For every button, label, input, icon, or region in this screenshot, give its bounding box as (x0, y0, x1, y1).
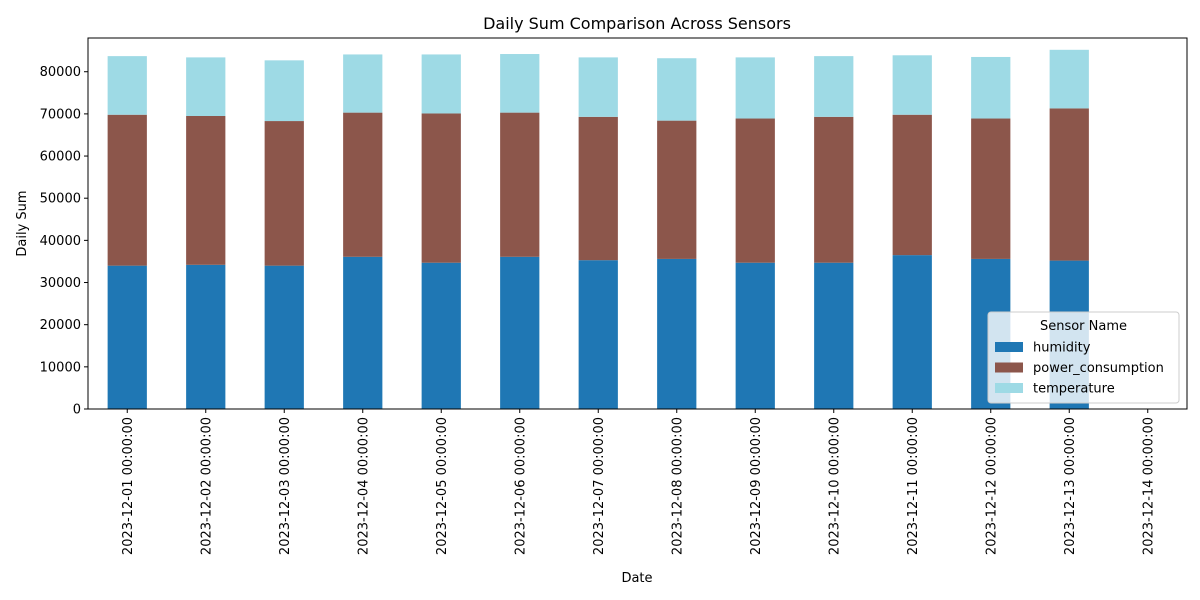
x-axis-label: Date (621, 571, 652, 586)
legend-swatch-power_consumption (995, 362, 1023, 373)
bars-group (107, 49, 1089, 409)
bar-humidity-2 (264, 265, 304, 409)
bar-power_consumption-5 (500, 112, 540, 257)
legend-label-humidity: humidity (1033, 341, 1091, 356)
bar-humidity-9 (814, 262, 854, 409)
y-tick-label: 0 (73, 403, 81, 418)
bar-temperature-3 (343, 54, 383, 113)
legend-label-temperature: temperature (1033, 382, 1115, 397)
bar-humidity-6 (578, 260, 618, 409)
bar-temperature-0 (107, 56, 147, 115)
bar-power_consumption-10 (892, 114, 932, 256)
x-axis: 2023-12-01 00:00:00 2023-12-02 00:00:00 20… (121, 409, 1156, 555)
x-tick-label: 2023-12-10 00:00:00 (827, 417, 842, 555)
legend-label-power_consumption: power_consumption (1033, 361, 1164, 376)
bar-power_consumption-11 (971, 118, 1011, 259)
y-tick-label: 50000 (40, 192, 81, 207)
x-tick-label: 2023-12-02 00:00:00 (199, 417, 214, 555)
y-tick-label: 20000 (40, 318, 81, 333)
x-tick-label: 2023-12-14 00:00:00 (1141, 417, 1156, 555)
legend-box (987, 311, 1180, 404)
x-tick-label: 2023-12-11 00:00:00 (906, 417, 921, 555)
bar-humidity-4 (421, 262, 461, 409)
bar-power_consumption-12 (1049, 108, 1089, 261)
bar-temperature-9 (814, 56, 854, 117)
bar-power_consumption-9 (814, 116, 854, 263)
y-tick-label: 70000 (40, 107, 81, 122)
x-tick-label: 2023-12-09 00:00:00 (749, 417, 764, 555)
bar-temperature-6 (578, 57, 618, 117)
legend-swatch-temperature (995, 383, 1023, 393)
bar-power_consumption-2 (264, 121, 304, 266)
plot-frame (87, 37, 1188, 410)
bar-humidity-7 (657, 258, 697, 409)
y-tick-label: 40000 (40, 234, 81, 249)
bar-temperature-8 (735, 57, 775, 119)
bar-humidity-3 (343, 256, 383, 409)
bar-humidity-5 (500, 256, 540, 409)
y-tick-label: 10000 (40, 360, 81, 375)
x-tick-label: 2023-12-08 00:00:00 (670, 417, 685, 555)
chart-title: Daily Sum Comparison Across Sensors (483, 14, 791, 33)
bar-power_consumption-4 (421, 113, 461, 263)
x-tick-label: 2023-12-07 00:00:00 (592, 417, 607, 555)
bar-humidity-1 (186, 264, 226, 409)
y-axis: 0 10000 20000 30000 40000 50000 60000 70000 8000… (40, 65, 88, 418)
y-tick-label: 60000 (40, 150, 81, 165)
bar-temperature-11 (971, 56, 1011, 119)
bar-temperature-5 (500, 54, 540, 113)
x-tick-label: 2023-12-01 00:00:00 (121, 417, 136, 555)
bar-power_consumption-6 (578, 116, 618, 261)
bar-temperature-4 (421, 54, 461, 114)
legend-title: Sensor Name (1040, 319, 1127, 334)
bar-power_consumption-3 (343, 112, 383, 257)
x-tick-label: 2023-12-03 00:00:00 (278, 417, 293, 555)
bar-temperature-1 (186, 57, 226, 116)
y-tick-label: 30000 (40, 276, 81, 291)
bar-humidity-10 (892, 255, 932, 409)
x-tick-label: 2023-12-12 00:00:00 (984, 417, 999, 555)
legend: Sensor Name humidity power_consumptiontem… (987, 311, 1180, 404)
y-axis-label: Daily Sum (15, 190, 30, 256)
x-tick-label: 2023-12-05 00:00:00 (435, 417, 450, 555)
legend-swatch-humidity (995, 342, 1023, 352)
x-tick-label: 2023-12-04 00:00:00 (356, 417, 371, 555)
bar-temperature-7 (657, 58, 697, 121)
bar-temperature-10 (892, 55, 932, 115)
x-tick-label: 2023-12-06 00:00:00 (513, 417, 528, 555)
bar-humidity-0 (107, 265, 147, 409)
bar-power_consumption-0 (107, 114, 147, 266)
y-tick-label: 80000 (40, 65, 81, 80)
bar-temperature-12 (1049, 49, 1089, 109)
x-tick-label: 2023-12-13 00:00:00 (1063, 417, 1078, 555)
bar-power_consumption-8 (735, 118, 775, 263)
bar-temperature-2 (264, 60, 304, 122)
bar-power_consumption-1 (186, 115, 226, 265)
bar-power_consumption-7 (657, 120, 697, 259)
bar-humidity-8 (735, 262, 775, 409)
